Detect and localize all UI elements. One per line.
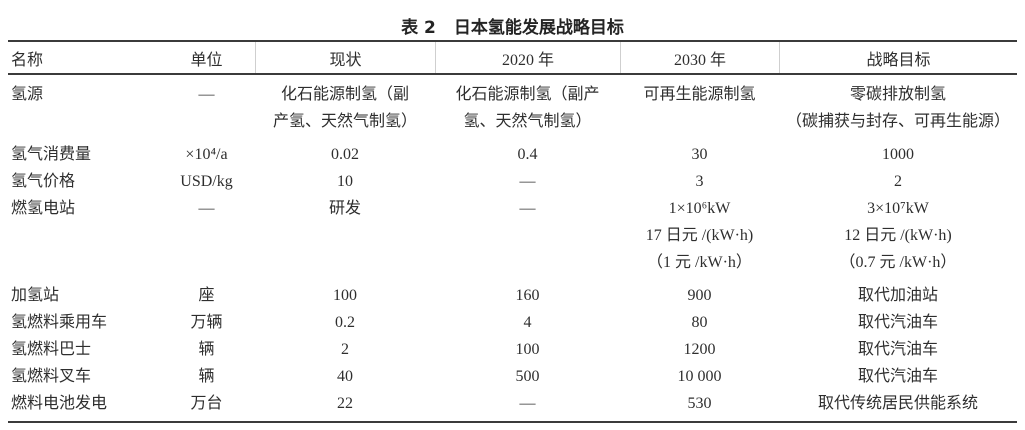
table-number-label: 表 2 (401, 18, 436, 38)
header-cell-2020: 2020 年 (435, 42, 620, 73)
cell-name: 氢燃料叉车 (11, 368, 92, 385)
cell-name: 氢燃料乘用车 (11, 314, 108, 331)
cell-unit: 座 (198, 287, 215, 304)
cell-y2020: 4 (523, 314, 532, 331)
table-title-text: 日本氢能发展战略目标 (453, 18, 624, 38)
cell-current: 100 (333, 287, 357, 304)
cell-target: 零碳排放制氢 （碳捕获与封存、可再生能源） (785, 86, 1010, 130)
cell-name: 氢燃料巴士 (11, 341, 92, 358)
table-row: 氢气价格 USD/kg 10 — 3 2 (8, 168, 1017, 195)
header-cell-target: 战略目标 (779, 42, 1017, 73)
cell-target: 取代加油站 (857, 287, 938, 304)
table-row: 氢源 — 化石能源制氢（副 产氢、天然气制氢） 化石能源制氢（副产 氢、天然气制氢） 可… (8, 81, 1017, 141)
cell-y2020: 0.4 (517, 146, 538, 163)
cell-target: 取代汽油车 (857, 368, 938, 385)
cell-y2030: 530 (687, 395, 712, 412)
table-row: 氢燃料巴士 辆 2 100 1200 取代汽油车 (8, 336, 1017, 363)
cell-unit: ×10⁴/a (185, 146, 228, 163)
table-row: 燃料电池发电 万台 22 — 530 取代传统居民供能系统 (8, 390, 1017, 417)
cell-y2020: 化石能源制氢（副产 氢、天然气制氢） (455, 86, 600, 130)
cell-name: 氢源 (11, 86, 44, 103)
cell-name: 燃料电池发电 (11, 395, 108, 412)
header-cell-name: 名称 (11, 51, 44, 69)
cell-target: 1000 (882, 146, 914, 163)
cell-target: 2 (894, 173, 902, 190)
cell-current: 化石能源制氢（副 产氢、天然气制氢） (272, 86, 417, 130)
cell-y2030: 1×10⁶kW 17 日元 /(kW·h) （1 元 /kW·h） (645, 200, 754, 271)
header-cell-2030: 2030 年 (620, 42, 779, 73)
cell-target: 取代汽油车 (857, 314, 938, 331)
cell-current: 10 (337, 173, 353, 190)
cell-y2030: 3 (695, 173, 704, 190)
cell-y2030: 10 000 (677, 368, 722, 385)
cell-current: 22 (337, 395, 353, 412)
cell-unit: 万台 (190, 395, 223, 412)
cell-unit: — (198, 200, 215, 217)
cell-y2020: — (519, 173, 536, 190)
cell-unit: — (198, 86, 215, 103)
cell-y2020: 500 (515, 368, 540, 385)
cell-y2020: 100 (515, 341, 540, 358)
cell-target: 取代汽油车 (857, 341, 938, 358)
cell-name: 加氢站 (11, 287, 60, 304)
cell-y2030: 900 (687, 287, 712, 304)
table-title: 表 2 日本氢能发展战略目标 (0, 0, 1025, 40)
cell-target: 3×10⁷kW 12 日元 /(kW·h) （0.7 元 /kW·h） (839, 200, 957, 271)
cell-y2020: 160 (515, 287, 540, 304)
table-body: 氢源 — 化石能源制氢（副 产氢、天然气制氢） 化石能源制氢（副产 氢、天然气制氢） 可… (8, 75, 1017, 421)
table-row: 氢燃料乘用车 万辆 0.2 4 80 取代汽油车 (8, 309, 1017, 336)
cell-current: 研发 (328, 200, 361, 217)
table-row: 氢气消费量 ×10⁴/a 0.02 0.4 30 1000 (8, 141, 1017, 168)
cell-unit: 万辆 (190, 314, 223, 331)
table-row: 氢燃料叉车 辆 40 500 10 000 取代汽油车 (8, 363, 1017, 390)
header-cell-unit: 单位 (190, 51, 223, 69)
table-row: 燃氢电站 — 研发 — 1×10⁶kW 17 日元 /(kW·h) （1 元 /kW·h… (8, 195, 1017, 282)
cell-name: 燃氢电站 (11, 200, 76, 217)
cell-current: 0.02 (331, 146, 359, 163)
cell-current: 0.2 (335, 314, 355, 331)
table-row: 加氢站 座 100 160 900 取代加油站 (8, 282, 1017, 309)
cell-unit: 辆 (198, 341, 215, 358)
header-cell-current: 现状 (255, 42, 435, 73)
cell-current: 2 (341, 341, 349, 358)
cell-target: 取代传统居民供能系统 (817, 395, 978, 412)
cell-unit: USD/kg (180, 173, 233, 190)
hydrogen-strategy-table: 名称 单位 现状 2020 年 2030 年 战略目标 氢源 — 化石能源制氢（副 … (8, 40, 1017, 423)
cell-current: 40 (337, 368, 353, 385)
cell-y2030: 1200 (683, 341, 716, 358)
cell-y2020: — (519, 200, 536, 217)
cell-y2020: — (519, 395, 536, 412)
cell-y2030: 30 (691, 146, 708, 163)
cell-unit: 辆 (198, 368, 215, 385)
cell-name: 氢气消费量 (11, 146, 92, 163)
cell-y2030: 可再生能源制氢 (643, 86, 756, 103)
cell-name: 氢气价格 (11, 173, 76, 190)
cell-y2030: 80 (691, 314, 708, 331)
table-header-row: 名称 单位 现状 2020 年 2030 年 战略目标 (8, 42, 1017, 75)
